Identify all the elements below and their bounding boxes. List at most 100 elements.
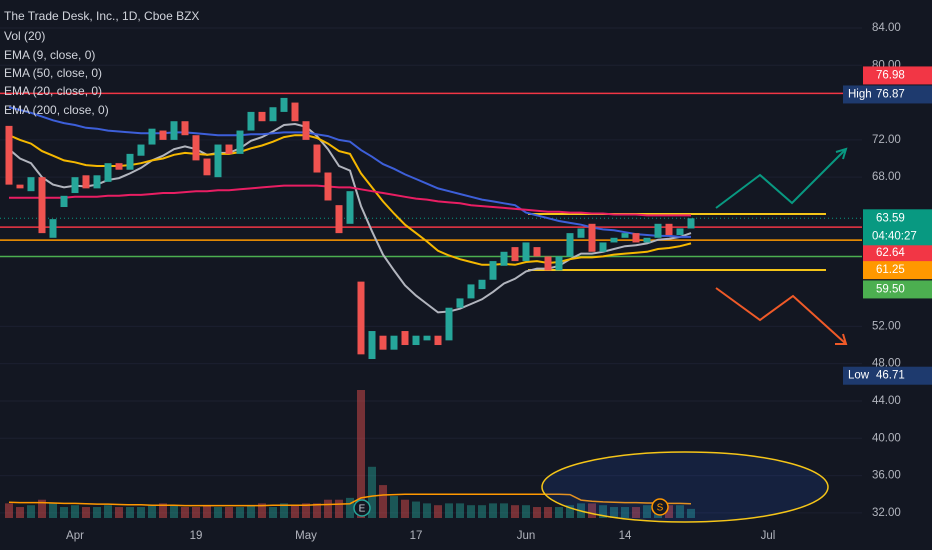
candle-body [5,125,13,185]
x-tick-label: 14 [619,530,632,542]
candle-body [93,175,101,189]
high-value: 76.87 [876,88,905,100]
volume-ma-line [8,493,692,507]
bearish-arrow [715,287,846,344]
level-label-box [863,261,932,280]
volume-bar [38,499,46,518]
countdown-label: 04:40:27 [872,230,917,242]
candle-body [126,153,134,170]
candle-body [214,144,222,178]
volume-bar [423,503,431,518]
level-label-box [863,280,932,299]
candle-body [104,163,112,182]
candle-body [258,111,266,122]
candle-body [27,177,35,192]
high-label-box [843,85,932,104]
volume-bar [115,507,123,518]
volume-bar [71,505,79,518]
candle-body [687,218,695,229]
ema-line [8,122,692,314]
earnings-marker[interactable] [353,499,371,517]
legend-entry: EMA (50, close, 0) [4,66,102,80]
volume-bar [225,507,233,518]
candle-body [533,247,541,257]
legend-entry: Vol (20) [4,29,45,43]
volume-bar [302,503,310,518]
volume-bar [137,507,145,518]
volume-bar [500,503,508,518]
volume-bar [269,507,277,518]
volume-bar [126,507,134,518]
volume-bar [313,503,321,518]
level-label-box [863,66,932,85]
volume-bar [555,507,563,518]
candle-body [522,242,530,262]
candle-body [346,191,354,224]
y-tick-label: 52.00 [872,320,901,332]
volume-bar [390,496,398,518]
candle-body [82,175,90,189]
volume-bar [324,499,332,518]
candle-body [225,144,233,154]
candle-body [192,135,200,161]
volume-bar [456,503,464,518]
candle-body [599,242,607,252]
volume-bar [544,507,552,518]
last-price-box [863,209,932,246]
y-tick-label: 44.00 [872,395,901,407]
volume-bar [170,505,178,518]
volume-bar [489,503,497,518]
candle-body [489,261,497,280]
level-label: 76.98 [876,69,905,81]
volume-bar [676,505,684,518]
y-tick-label: 72.00 [872,134,901,146]
volume-bar [588,503,596,518]
candle-body [49,219,57,238]
volume-bar [181,507,189,518]
candle-body [566,233,574,257]
volume-bar [357,390,365,518]
candle-body [137,144,145,156]
volume-bar [82,507,90,518]
volume-bar [401,499,409,518]
y-tick-label: 68.00 [872,171,901,183]
candle-body [269,107,277,122]
grid [0,27,862,514]
candle-body [665,223,673,235]
low-name: Low [848,370,870,382]
legend-entry: EMA (9, close, 0) [4,48,95,62]
candle-body [379,335,387,350]
candle-body [412,335,420,346]
candles [5,97,695,360]
legend-entry: EMA (20, close, 0) [4,84,102,98]
volume-bar [93,507,101,518]
candle-body [390,335,398,350]
split-marker[interactable] [651,498,669,516]
volume-bar [148,505,156,518]
volume-bar [104,505,112,518]
candle-body [643,237,651,243]
candle-body [302,121,310,140]
candle-body [236,130,244,154]
level-label-box [863,244,932,263]
volume-bar [445,503,453,518]
candle-body [456,298,464,308]
arrow-head [835,147,848,160]
volume-bar [16,507,24,518]
candle-body [434,335,442,346]
indicators [8,106,692,314]
volume-bar [192,507,200,518]
x-tick-label: Apr [66,530,84,542]
volume-bar [258,503,266,518]
x-tick-label: 17 [410,530,423,542]
candle-body [544,256,552,271]
volume-bar [247,505,255,518]
volume-bar [379,485,387,518]
candle-body [588,223,596,252]
candle-body [423,335,431,341]
ellipse-drawing [541,451,829,523]
volume-bar [291,505,299,518]
ema-line [9,184,691,217]
candle-body [60,195,68,208]
